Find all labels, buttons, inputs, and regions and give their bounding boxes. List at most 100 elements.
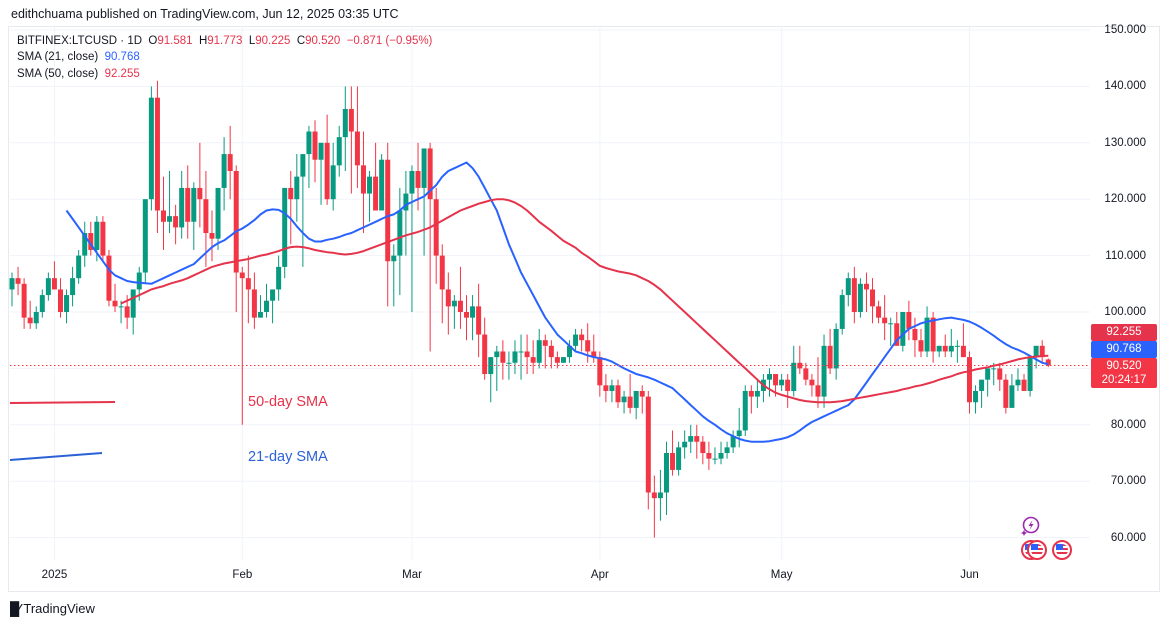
candle [1021,374,1027,391]
candle-body [754,390,760,397]
candle [912,317,918,358]
candle [803,362,809,386]
candle [488,357,494,403]
candle [306,125,312,188]
candle-body [633,390,639,408]
candle [973,385,979,414]
candle-body [676,447,682,470]
candle-body [888,323,894,325]
x-tick-label: Mar [402,569,422,581]
y-tick-label: 60.000 [1110,531,1146,544]
sma21-legend[interactable]: SMA (21, close) 90.768 [17,51,140,63]
candle-body [985,368,991,380]
candle [173,204,179,245]
candle-body [657,492,663,499]
candle [257,295,263,318]
grid-lines [10,27,1090,560]
candle [276,255,282,301]
candle-body [209,233,215,239]
candle-body [785,379,791,391]
candle-body [312,131,318,160]
us-flag-event-icon[interactable] [1027,540,1047,560]
candle-body [876,306,882,318]
candle-body [815,385,821,397]
candle [203,171,209,267]
candle-body [427,148,433,200]
candle-body [688,436,694,442]
candle-body [809,379,815,386]
candle-body [1033,345,1039,358]
tradingview-logo[interactable]: █⁄ TradingView [10,601,95,616]
candle-body [221,154,227,188]
candle-body [773,374,779,386]
candle-body [960,345,966,358]
candle-body [239,272,245,279]
change-value: −0.871 (−0.95%) [346,35,433,47]
candle [815,357,821,408]
candle-body [185,187,191,222]
candle [403,171,409,256]
candle-body [524,351,530,358]
candle-body [245,278,251,290]
candle-body [530,357,536,363]
candle [888,317,894,346]
sma50-line [120,198,1049,404]
x-tick-label: Feb [232,569,253,581]
candle-body [27,317,33,324]
candle [767,368,772,397]
candle [633,390,639,420]
candle-body [106,255,112,301]
candle [270,289,276,324]
candle-body [203,199,209,234]
candle-body [942,345,948,352]
candle [609,379,615,403]
candle [57,278,63,318]
candle [215,187,221,250]
candle-body [112,300,118,307]
candle-body [433,199,439,256]
legend-swatch-sma21 [9,452,103,461]
candle [161,176,166,250]
candle-body [130,289,136,318]
candle [367,171,373,222]
candle-body [554,357,560,363]
us-flag-event-icon[interactable] [1052,540,1072,560]
candle [142,199,148,284]
close-price-value: 90.520 [1106,360,1142,372]
candle-body [33,312,39,324]
candle [985,368,991,397]
candle-body [1045,359,1051,366]
candle [785,374,791,408]
candle [112,283,118,312]
candle-body [851,278,857,312]
candle-body [124,306,130,318]
candle-body [712,458,718,460]
candle-body [736,430,742,437]
candle-body [512,351,518,363]
close-value: 90.520 [305,35,341,47]
candle [148,86,154,211]
candle [294,154,300,222]
candle [754,379,760,408]
candle-body [82,233,88,256]
lightning-event-icon[interactable] [1020,516,1040,536]
candle-body [76,255,82,279]
sma50-legend[interactable]: SMA (50, close) 92.255 [17,68,140,80]
candle-body [845,278,851,296]
candle [197,142,203,228]
candle [700,436,706,465]
candle [88,221,94,256]
chart-frame[interactable] [8,26,1160,592]
candle-body [409,171,415,194]
x-tick-label: 2025 [41,569,68,581]
x-tick-label: Jun [960,569,979,581]
candle [688,424,694,453]
candle-body [264,300,270,312]
candle [379,154,385,211]
candle-body [682,441,688,448]
sma50-label: SMA (50, close) [17,68,99,80]
candle [1003,374,1009,414]
symbol-label[interactable]: BITFINEX:LTCUSD · 1D [17,35,143,47]
candle [439,244,445,324]
